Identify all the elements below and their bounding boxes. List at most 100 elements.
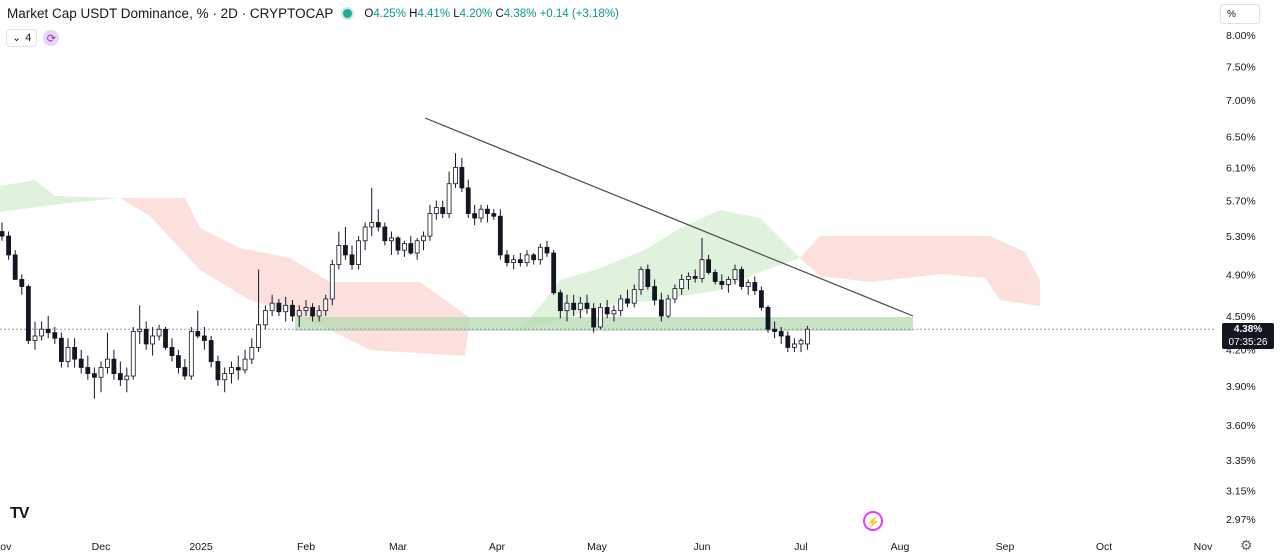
candle: [45, 316, 51, 339]
candle: [176, 349, 181, 374]
candle: [665, 294, 671, 319]
settings-gear-icon[interactable]: ⚙: [1240, 537, 1253, 553]
time-tick-label: Apr: [489, 541, 506, 553]
candle: [591, 303, 597, 333]
candle: [72, 338, 77, 368]
candle: [329, 259, 335, 306]
candle: [798, 338, 804, 353]
price-tick-label: 3.60%: [1226, 420, 1256, 432]
lightning-icon[interactable]: ⚡: [863, 511, 883, 531]
candle: [382, 222, 388, 246]
candle: [25, 284, 31, 344]
price-tick-label: 4.50%: [1226, 311, 1256, 323]
candle: [310, 303, 315, 322]
candle: [564, 294, 570, 322]
candle: [323, 294, 329, 317]
candle: [222, 367, 228, 393]
support-zone: [295, 317, 913, 331]
price-tick-label: 2.97%: [1226, 514, 1256, 526]
percent-scale-button[interactable]: %: [1220, 4, 1260, 24]
low-label: L: [453, 7, 460, 20]
candle: [98, 361, 104, 393]
price-tick-label: 6.10%: [1226, 162, 1256, 174]
candle: [336, 231, 342, 270]
indicator-count: 4: [25, 32, 32, 44]
candle: [303, 300, 309, 317]
collapse-indicators-button[interactable]: ⌄ 4: [6, 29, 38, 47]
candle: [433, 200, 439, 220]
candle: [517, 252, 523, 267]
time-axis[interactable]: Nov Dec 2025 Feb Mar Apr May Jun Jul Aug Sep Oct Nov: [0, 541, 1213, 553]
cloud-bullish: [0, 180, 120, 212]
candle: [597, 303, 603, 330]
close-value: 4.38%: [503, 7, 537, 20]
candle: [235, 355, 241, 380]
candle: [726, 276, 731, 293]
candle: [759, 286, 764, 311]
candle: [679, 274, 685, 295]
candle: [182, 359, 188, 380]
candle: [12, 250, 18, 280]
candle: [65, 338, 71, 368]
candles: [0, 153, 810, 399]
price-tick-label: 5.30%: [1226, 231, 1256, 243]
candle: [19, 274, 25, 295]
candle: [395, 236, 401, 255]
candle: [124, 367, 130, 393]
open-value: 4.25%: [373, 7, 406, 20]
candle: [316, 305, 322, 322]
price-tick-label: 4.90%: [1226, 269, 1256, 281]
candle: [537, 243, 543, 265]
candle: [531, 252, 537, 265]
candle: [478, 204, 484, 223]
candle: [692, 269, 698, 283]
time-tick-label: Jun: [694, 541, 711, 553]
candle: [0, 222, 5, 241]
candle: [375, 209, 381, 232]
candle: [401, 240, 407, 257]
refresh-icon[interactable]: ⟳: [43, 30, 60, 46]
price-axis[interactable]: 8.00% 7.50% 7.00% 6.50% 6.10% 5.70% 5.30% 4.90%…: [1226, 30, 1256, 526]
candle: [195, 310, 201, 339]
candle: [625, 289, 630, 308]
candle: [440, 200, 446, 219]
candle: [604, 300, 610, 319]
candle: [778, 327, 784, 344]
ohlc-values: O4.25% H4.41% L4.20% C4.38% +0.14 (+3.18…: [364, 8, 619, 20]
candle: [719, 274, 725, 290]
tradingview-logo[interactable]: TV: [10, 505, 29, 522]
low-value: 4.20%: [459, 7, 493, 20]
candle: [772, 321, 777, 339]
candle: [130, 327, 136, 380]
candle: [645, 264, 651, 290]
price-tick-label: 5.70%: [1226, 196, 1256, 208]
candle: [242, 349, 248, 374]
candle: [349, 245, 355, 270]
candle: [188, 327, 194, 380]
symbol-title[interactable]: Market Cap USDT Dominance, % · 2D · CRYP…: [7, 6, 334, 21]
candle: [712, 269, 718, 285]
candle: [739, 266, 744, 290]
candle: [584, 294, 590, 314]
candle: [571, 294, 577, 317]
candle: [369, 187, 375, 237]
candle: [105, 332, 110, 374]
time-tick-label: Sep: [996, 541, 1015, 553]
cloud-bearish: [800, 236, 1040, 306]
close-label: C: [495, 7, 504, 20]
candle: [631, 284, 637, 308]
candle: [459, 157, 465, 193]
candle: [618, 294, 624, 317]
time-tick-label: Jul: [794, 541, 807, 553]
candle: [92, 367, 97, 399]
candle: [485, 204, 490, 223]
candle: [249, 338, 255, 364]
candle: [356, 236, 361, 270]
bar-countdown: 07:35:26: [1228, 337, 1268, 348]
candle: [78, 349, 84, 374]
candle: [699, 237, 705, 283]
candle: [143, 321, 149, 350]
candle: [137, 305, 143, 344]
cloud-bearish: [120, 198, 470, 356]
